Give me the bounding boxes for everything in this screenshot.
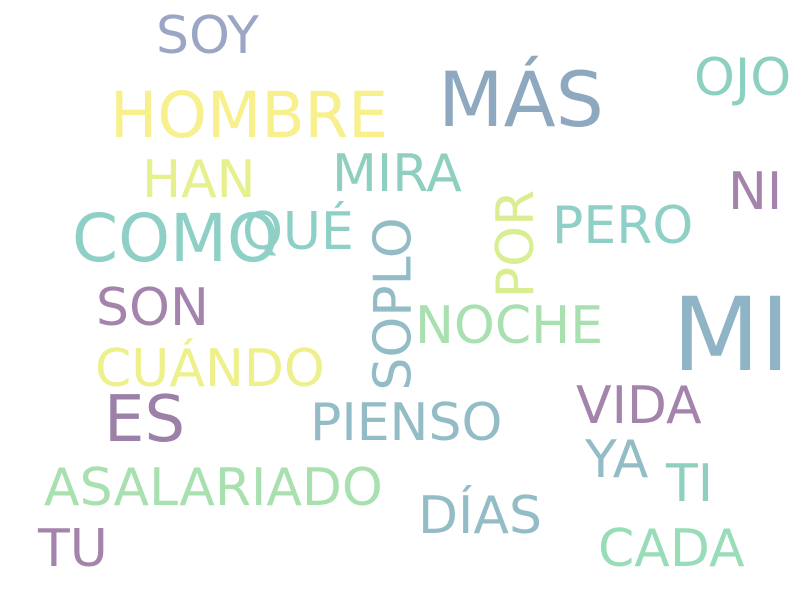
word-que: QUÉ (242, 202, 354, 262)
word-por: POR (486, 189, 547, 299)
word-ni: NI (728, 162, 783, 222)
word-asalariado: ASALARIADO (44, 458, 383, 518)
word-vida: VIDA (576, 376, 702, 436)
word-noche: NOCHE (415, 296, 604, 356)
word-son: SON (96, 278, 209, 338)
word-dias: DÍAS (418, 486, 542, 546)
word-hombre: HOMBRE (110, 79, 389, 152)
word-es: ES (104, 383, 186, 457)
word-tu: TU (38, 519, 108, 579)
word-soplo: SOPLO (363, 217, 424, 391)
word-cada: CADA (598, 519, 745, 579)
word-ya: YA (585, 430, 649, 490)
word-mi: MI (672, 276, 791, 395)
word-ojo: OJO (694, 48, 792, 108)
word-como: COMO (72, 200, 279, 277)
word-han: HAN (142, 150, 256, 210)
word-pienso: PIENSO (310, 393, 503, 453)
word-cuando: CUÁNDO (95, 339, 325, 399)
word-soy: SOY (156, 6, 259, 66)
word-mira: MIRA (332, 144, 462, 204)
word-ti: TI (666, 454, 714, 514)
word-mas: MÁS (438, 55, 604, 144)
word-pero: PERO (552, 196, 694, 256)
